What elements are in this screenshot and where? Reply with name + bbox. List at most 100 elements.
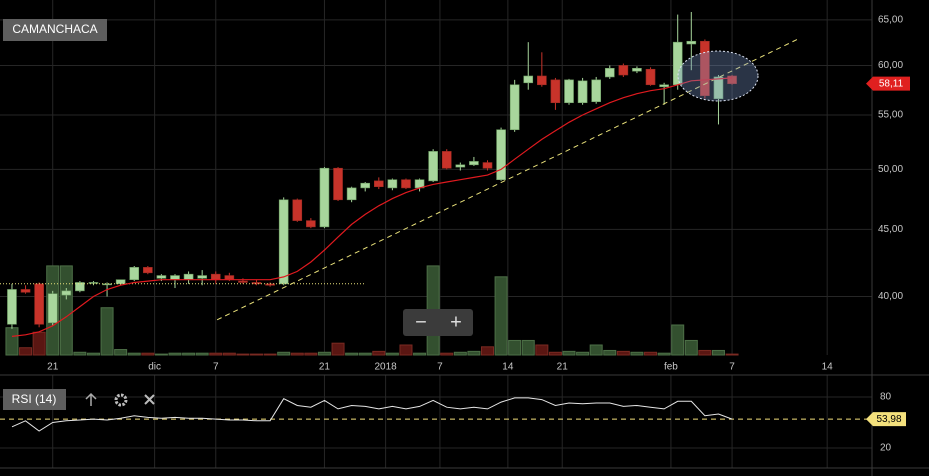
candle-body <box>360 182 371 189</box>
candle-body <box>333 167 343 201</box>
x-tick-label: 21 <box>319 362 331 373</box>
volume-bar <box>521 339 535 356</box>
move-up-icon[interactable] <box>85 392 97 406</box>
candle-body <box>618 65 629 76</box>
labels-layer: 21 dic 7 21 2018 7 14 21 feb 7 14 65,00 60,00 55,00 50… <box>47 14 910 454</box>
moving-average-line <box>11 77 733 337</box>
candle-body <box>7 289 17 325</box>
candle-body <box>591 79 601 103</box>
y-tick-label: 20 <box>880 443 892 454</box>
x-tick-label: 14 <box>822 362 834 373</box>
volume-bar <box>548 351 562 356</box>
candle-body <box>346 187 357 201</box>
candle-body <box>509 84 520 131</box>
x-tick-label: 21 <box>47 362 59 373</box>
candle-body <box>34 283 44 325</box>
candle-body <box>224 275 235 280</box>
candle-body <box>550 79 561 104</box>
volume-bar <box>168 352 182 356</box>
y-tick-label: 45,00 <box>878 224 903 235</box>
close-icon[interactable] <box>144 394 155 405</box>
candle-body <box>373 180 384 188</box>
volume-bar <box>453 351 467 356</box>
volume-bar <box>59 265 73 356</box>
candle-body <box>143 267 153 274</box>
y-tick-label: 65,00 <box>878 14 903 25</box>
candle-body <box>577 80 588 104</box>
chart-title: CAMANCHACA <box>12 22 97 36</box>
candle-body <box>469 161 479 166</box>
volume-bar <box>480 346 494 356</box>
candle-body <box>183 273 194 280</box>
x-tick-label: 2018 <box>374 362 397 373</box>
volume-bar <box>698 349 712 356</box>
candle-body <box>319 167 330 228</box>
volume-bar <box>182 352 196 356</box>
y-tick-label: 55,00 <box>878 110 903 121</box>
volume-bar <box>413 352 427 356</box>
x-tick-label: dic <box>148 362 161 373</box>
volume-bar <box>657 352 671 356</box>
volume-bar <box>399 344 413 356</box>
volume-bar <box>277 351 291 356</box>
zoom-controls <box>403 309 473 336</box>
y-tick-label: 80 <box>880 392 892 403</box>
candle-body <box>428 151 438 182</box>
candle-body <box>278 199 289 285</box>
candle-body <box>170 275 180 280</box>
grid <box>0 0 872 468</box>
volume-bar <box>589 344 603 356</box>
candle-body <box>523 75 534 84</box>
volume-bar <box>576 351 590 356</box>
rsi-title: RSI (14) <box>12 392 57 406</box>
candle-body <box>482 162 493 169</box>
volume-bar <box>222 352 236 356</box>
candle-body <box>102 283 112 286</box>
volume-bar <box>467 350 481 356</box>
highlight-ellipse <box>677 50 759 102</box>
y-tick-label: 50,00 <box>878 164 903 175</box>
rsi-title-box <box>3 389 66 410</box>
last-price-label: 58,11 <box>879 78 904 89</box>
y-tick-label: 40,00 <box>878 291 903 302</box>
rsi-value-label: 53,98 <box>876 414 901 425</box>
zoom-out-button[interactable]: − <box>415 311 427 333</box>
zoom-in-button[interactable]: + <box>450 311 462 333</box>
candle-body <box>61 290 72 296</box>
volume-bar <box>209 352 223 356</box>
candle-body <box>251 282 262 285</box>
candle-body <box>632 67 642 72</box>
volume-bar <box>263 353 277 356</box>
volume-bar <box>372 350 386 356</box>
plot-layer <box>0 11 872 432</box>
x-tick-label: 7 <box>437 362 443 373</box>
candle-body <box>441 151 452 169</box>
volume-bar <box>562 350 576 356</box>
settings-icon[interactable] <box>114 393 128 407</box>
x-tick-label: feb <box>664 362 678 373</box>
volume-bar <box>644 351 658 356</box>
x-tick-label: 7 <box>213 362 219 373</box>
candle-body <box>210 273 221 280</box>
volume-bar <box>304 352 318 356</box>
candle-body <box>564 79 574 104</box>
candle-body <box>713 76 724 99</box>
volume-bar <box>5 327 19 356</box>
candle-body <box>197 275 207 279</box>
volume-bar <box>86 352 100 356</box>
volume-bar <box>725 353 739 356</box>
rsi-line <box>11 397 733 432</box>
candle-body <box>496 129 506 181</box>
volume-bar <box>154 353 168 356</box>
candle-body <box>700 40 710 96</box>
volume-bar <box>385 352 399 356</box>
volume-bar <box>73 351 87 356</box>
volume-bar <box>630 351 644 356</box>
volume-bar <box>508 339 522 356</box>
rsi-value-tag <box>866 412 906 427</box>
candle-body <box>292 199 303 221</box>
candle-body <box>537 75 547 86</box>
candle-body <box>20 289 31 293</box>
